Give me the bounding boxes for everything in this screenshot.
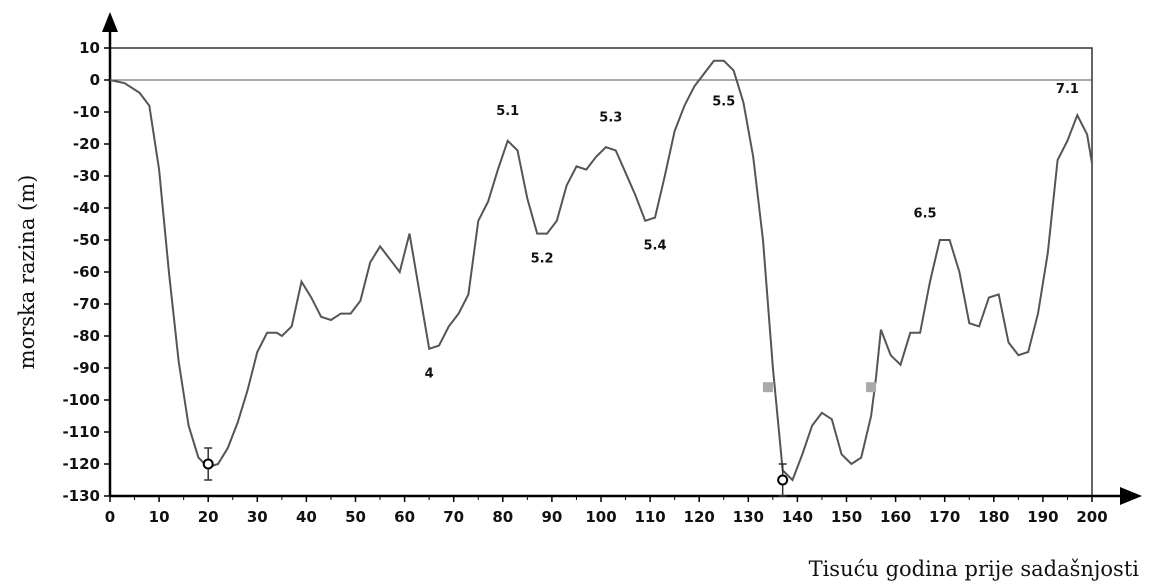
x-tick-label: 110 bbox=[634, 508, 665, 526]
y-tick-label: -10 bbox=[73, 103, 100, 121]
sea-level-series-line bbox=[109, 59, 1093, 482]
y-tick-label: 0 bbox=[90, 71, 100, 89]
y-axis-arrowhead bbox=[102, 12, 118, 32]
x-tick-label: 70 bbox=[443, 508, 464, 526]
stage-annotation: 5.4 bbox=[643, 239, 666, 254]
y-axis-label: morska razina (m) bbox=[15, 175, 39, 370]
y-tick-label: -100 bbox=[62, 391, 100, 409]
x-tick-label: 190 bbox=[1027, 508, 1058, 526]
x-tick-label: 20 bbox=[198, 508, 219, 526]
x-tick-label: 90 bbox=[541, 508, 562, 526]
x-tick-label: 60 bbox=[394, 508, 415, 526]
x-tick-label: 200 bbox=[1076, 508, 1107, 526]
x-tick-label: 140 bbox=[782, 508, 813, 526]
x-tick-group: 0 10 20 30 40 50 60 70 80 90 100 110 120 130 140 150 160… bbox=[105, 496, 1108, 526]
x-tick-label: 0 bbox=[105, 508, 115, 526]
y-tick-label: -30 bbox=[73, 167, 100, 185]
x-tick-label: 10 bbox=[149, 508, 170, 526]
x-tick-label: 30 bbox=[247, 508, 268, 526]
data-point-marker bbox=[202, 458, 214, 470]
x-tick-label: 100 bbox=[585, 508, 616, 526]
marker-group bbox=[202, 382, 877, 497]
x-tick-label: 80 bbox=[492, 508, 513, 526]
y-tick-label: -120 bbox=[62, 455, 100, 473]
y-tick-label: -80 bbox=[73, 327, 100, 345]
x-tick-label: 40 bbox=[296, 508, 317, 526]
y-tick-label: -20 bbox=[73, 135, 100, 153]
y-tick-label: -90 bbox=[73, 359, 100, 377]
annotation-group: 4 5.1 5.2 5.3 5.4 5.5 6.5 7.1 bbox=[425, 82, 1079, 382]
x-tick-label: 120 bbox=[684, 508, 715, 526]
y-tick-label: -60 bbox=[73, 263, 100, 281]
stage-annotation: 5.2 bbox=[531, 251, 554, 266]
stage-annotation: 5.1 bbox=[496, 104, 519, 119]
x-tick-label: 150 bbox=[831, 508, 862, 526]
x-tick-label: 180 bbox=[978, 508, 1009, 526]
x-axis-label: Tisuću godina prije sadašnjosti bbox=[809, 557, 1140, 581]
x-tick-label: 130 bbox=[733, 508, 764, 526]
y-tick-label: -130 bbox=[62, 487, 100, 505]
y-tick-label: -40 bbox=[73, 199, 100, 217]
stage-annotation: 5.5 bbox=[712, 95, 735, 110]
stage-annotation: 7.1 bbox=[1056, 82, 1079, 97]
y-tick-label: -110 bbox=[62, 423, 100, 441]
y-tick-label: -50 bbox=[73, 231, 100, 249]
x-tick-label: 170 bbox=[929, 508, 960, 526]
stage-annotation: 4 bbox=[425, 367, 434, 382]
stage-annotation: 6.5 bbox=[914, 207, 937, 222]
square-marker bbox=[762, 382, 773, 393]
y-tick-label: 10 bbox=[79, 39, 100, 57]
square-marker bbox=[866, 382, 877, 393]
x-axis-arrowhead bbox=[1120, 487, 1142, 505]
y-tick-group: 10 0 -10 -20 -30 -40 -50 -60 -70 -80 -90 -100 -110 -1… bbox=[62, 39, 110, 505]
x-tick-label: 50 bbox=[345, 508, 366, 526]
data-point-marker bbox=[777, 474, 789, 486]
stage-annotation: 5.3 bbox=[599, 111, 622, 126]
y-tick-label: -70 bbox=[73, 295, 100, 313]
x-tick-label: 160 bbox=[880, 508, 911, 526]
